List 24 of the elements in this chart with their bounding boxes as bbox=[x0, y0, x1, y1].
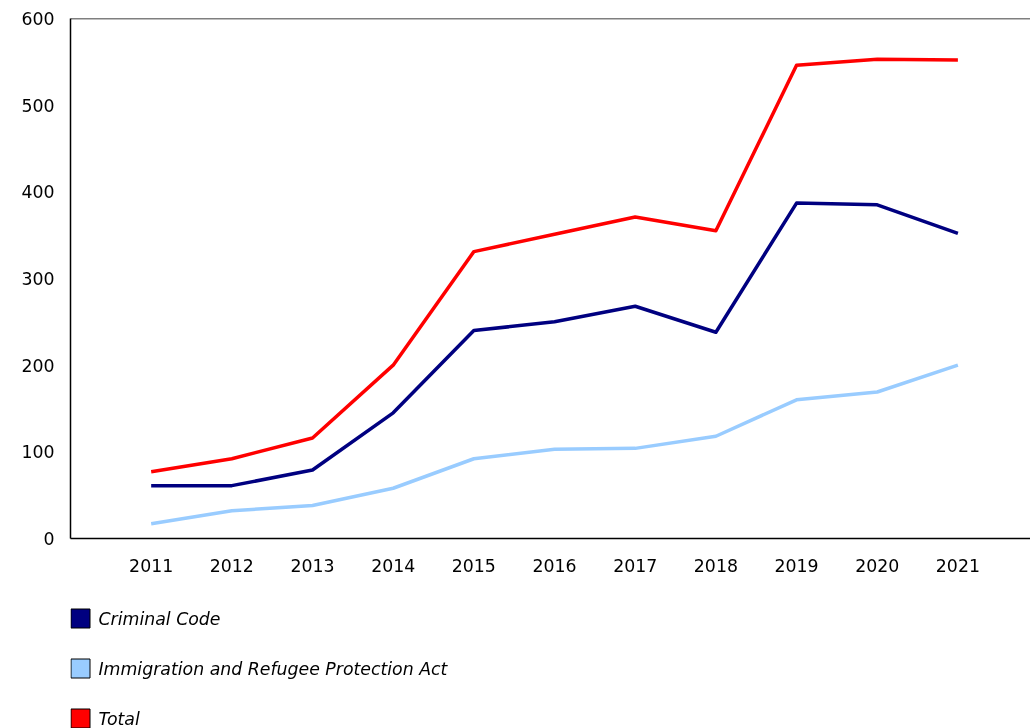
y-tick-label: 400 bbox=[21, 182, 55, 203]
y-tick-label: 600 bbox=[21, 9, 55, 29]
x-tick-label: 2016 bbox=[532, 555, 577, 576]
y-tick-label: 100 bbox=[21, 442, 55, 463]
x-tick-label: 2012 bbox=[209, 555, 254, 576]
y-tick-label: 300 bbox=[21, 269, 55, 289]
legend-label: Immigration and Refugee Protection Act bbox=[98, 658, 449, 679]
x-tick-label: 2011 bbox=[129, 555, 174, 576]
line-series bbox=[149, 201, 960, 488]
x-tick-label: 2020 bbox=[855, 555, 900, 576]
x-tick-label: 2019 bbox=[774, 555, 819, 576]
x-tick-label: 2018 bbox=[693, 555, 738, 576]
x-tick-label: 2015 bbox=[451, 555, 496, 576]
y-tick-label: 200 bbox=[21, 355, 55, 376]
x-tick-label: 2013 bbox=[290, 555, 335, 576]
x-tick-label: 2014 bbox=[371, 555, 416, 576]
line-series bbox=[149, 57, 960, 474]
line-series bbox=[149, 363, 960, 526]
legend-label: Total bbox=[98, 708, 140, 728]
x-tick-label: 2021 bbox=[935, 555, 980, 576]
x-tick-label: 2017 bbox=[613, 555, 658, 576]
legend-label: Criminal Code bbox=[98, 608, 221, 629]
y-tick-label: 0 bbox=[43, 529, 55, 549]
y-tick-label: 500 bbox=[21, 95, 55, 116]
